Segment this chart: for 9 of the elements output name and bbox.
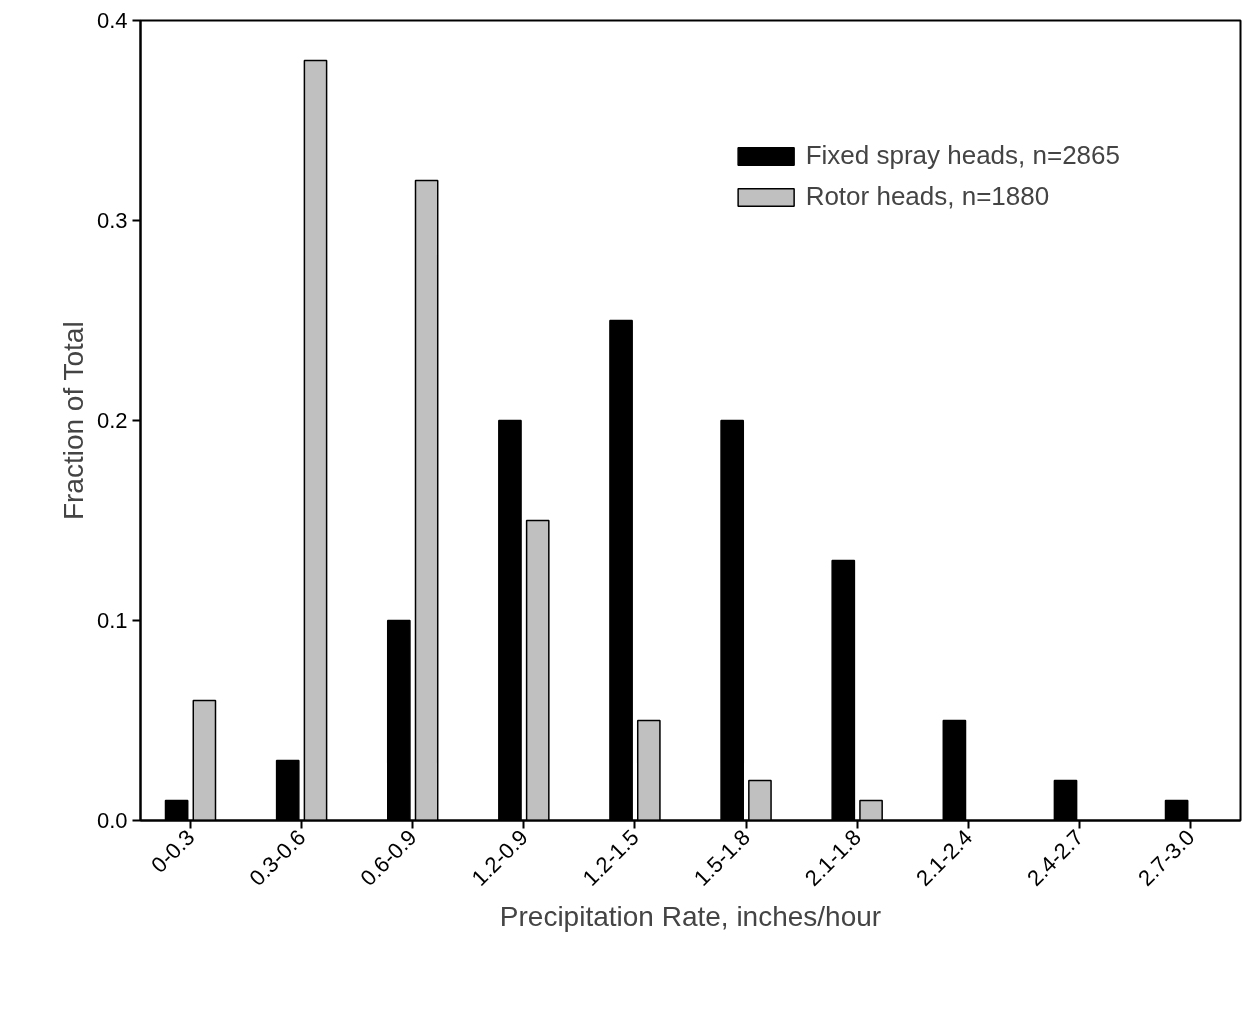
legend-label: Rotor heads, n=1880 [805,181,1050,212]
y-tick-label: 0.2 [96,408,128,433]
y-axis-title: Fraction of Total [57,321,89,521]
y-tick-label: 0.3 [96,208,128,233]
y-tick-label: 0.1 [96,608,128,633]
x-axis-title: Precipitation Rate, inches/hour [499,900,882,932]
legend-label: Fixed spray heads, n=2865 [805,140,1120,171]
y-tick-label: 0.4 [96,8,128,33]
y-tick-label: 0.0 [96,808,128,833]
